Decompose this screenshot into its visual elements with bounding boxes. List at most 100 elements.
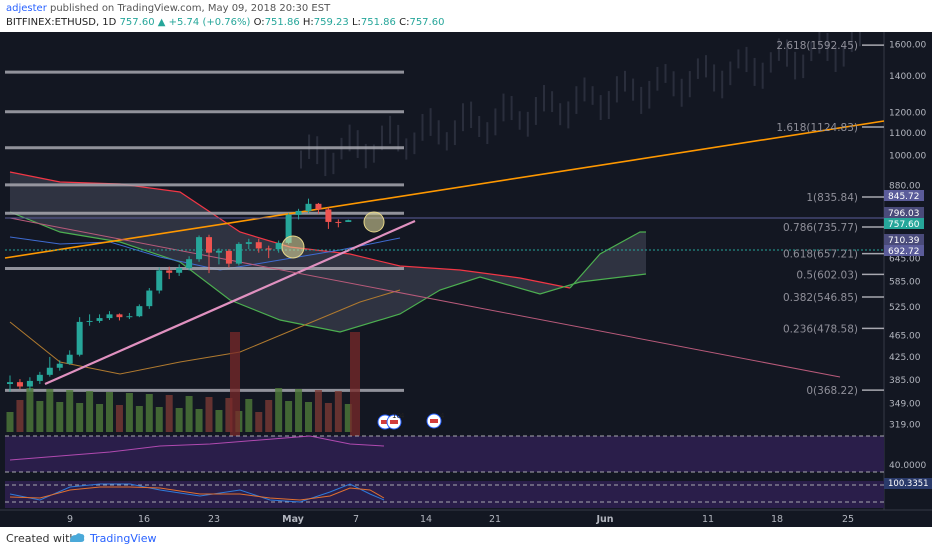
fib-level-label: 2.618(1592.45): [776, 40, 858, 52]
stoch-d-line: [9, 486, 385, 501]
stoch-k-line: [9, 483, 385, 503]
horizontal-levels: [5, 70, 404, 392]
ghost-bar: [316, 136, 319, 165]
time-tick-label: May: [282, 514, 305, 525]
close-value: 757.60: [409, 17, 445, 28]
price-tick-label: 1200.00: [889, 108, 926, 118]
volume-bar: [225, 398, 233, 432]
ghost-bar: [615, 76, 618, 103]
ghost-bar: [624, 70, 626, 92]
time-tick-label: 11: [702, 514, 714, 525]
fib-level-label: 1.618(1124.83): [776, 122, 858, 134]
ghost-bar: [721, 70, 724, 99]
publisher-link[interactable]: adjester: [6, 3, 47, 14]
event-count-label: 4: [400, 412, 405, 420]
ghost-bar: [413, 132, 416, 155]
ghost-bar: [794, 51, 797, 80]
rsi-line: [9, 435, 385, 461]
cloud-span-a-line: [569, 231, 646, 289]
volume-bar: [145, 394, 153, 432]
ghost-bar: [510, 96, 513, 121]
ghost-bar: [648, 80, 651, 109]
ghost-bar: [397, 124, 400, 152]
price-tick-label: 349.00: [889, 399, 921, 409]
price-tick-label: 1100.00: [889, 129, 926, 139]
volume-bar: [295, 389, 303, 432]
candle-body: [186, 259, 193, 269]
candle-body: [215, 250, 222, 253]
ghost-bar: [462, 103, 464, 132]
ghost-bar: [842, 46, 845, 67]
flag-stripe: [430, 419, 438, 423]
last-price: 757.60: [119, 17, 155, 28]
candle-body: [16, 382, 23, 387]
volume-bar: [285, 401, 293, 432]
ghost-bar: [607, 91, 610, 120]
candlestick-series: [7, 198, 385, 392]
candle-body: [315, 203, 322, 210]
ghost-bar: [372, 144, 375, 163]
ghost-bar: [696, 58, 699, 79]
volume-bar: [36, 401, 44, 432]
stoch-value-box: [884, 478, 932, 489]
candle-body: [156, 270, 163, 291]
high-label: H:: [302, 17, 314, 28]
ghost-bar: [640, 86, 643, 114]
ghost-bar: [486, 122, 489, 144]
ghost-bar: [421, 113, 424, 141]
candle-body: [46, 367, 53, 375]
volume-bar: [155, 407, 163, 432]
price-axis[interactable]: [884, 32, 932, 527]
candle-body: [106, 314, 113, 319]
ghost-bar: [381, 125, 383, 151]
ghost-bar: [834, 46, 837, 72]
ghost-bar: [705, 55, 707, 78]
tradingview-logo-icon[interactable]: [68, 531, 86, 545]
price-tick-label: 465.00: [889, 332, 921, 342]
event-markers[interactable]: 10 4 4: [377, 412, 445, 430]
highlight-circle: [363, 211, 385, 233]
price-change: +5.74 (+0.76%): [168, 17, 251, 28]
low-value: 751.86: [360, 17, 396, 28]
price-chart[interactable]: 2.618(1592.45) 1.618(1124.83) 1(835.84) 0.7…: [0, 32, 932, 527]
price-label-box: [884, 207, 924, 218]
up-arrow-icon: ▲: [157, 17, 166, 28]
volume-bar: [305, 402, 312, 432]
price-tick-label: 319.00: [889, 421, 921, 431]
candle-body: [146, 290, 153, 307]
volume-bar: [115, 405, 123, 432]
price-tick-label: 385.00: [889, 376, 921, 386]
ghost-bar: [786, 39, 788, 67]
volume-bar: [46, 389, 54, 432]
candle-body: [265, 248, 272, 250]
orange-resistance-trendline: [4, 120, 885, 259]
ghost-bar: [826, 32, 829, 61]
ghost-bar: [729, 61, 732, 86]
price-label-text: 845.72: [888, 192, 920, 202]
price-label-text: 692.72: [888, 247, 920, 257]
fib-level-label: 0.5(602.03): [796, 269, 858, 281]
volume-spike-bar: [350, 332, 360, 437]
candle-body: [285, 214, 292, 243]
volume-bar: [125, 393, 133, 432]
chart-header: adjester published on TradingView.com, M…: [0, 0, 932, 32]
ghost-bar: [850, 32, 853, 53]
ghost-bar: [502, 93, 505, 122]
volume-bar: [96, 404, 104, 432]
time-axis-ticks: 9 16 23 May 7 14 21 Jun 11 18 25: [67, 514, 854, 525]
ghost-bar: [551, 91, 554, 113]
ghost-bar: [567, 101, 570, 129]
tradingview-link[interactable]: TradingView: [90, 532, 157, 545]
ghost-bar: [858, 32, 861, 47]
descending-trendline: [9, 217, 841, 378]
close-label: C:: [399, 17, 410, 28]
time-tick-label: 18: [771, 514, 783, 525]
price-label-text: 710.39: [888, 236, 920, 246]
price-tick-label: 1000.00: [889, 151, 926, 161]
published-text: published on TradingView.com, May 09, 20…: [50, 3, 331, 14]
ghost-bar: [356, 130, 359, 158]
candle-body: [126, 316, 133, 318]
ghost-bar: [802, 54, 805, 79]
ghost-bar: [761, 62, 764, 89]
